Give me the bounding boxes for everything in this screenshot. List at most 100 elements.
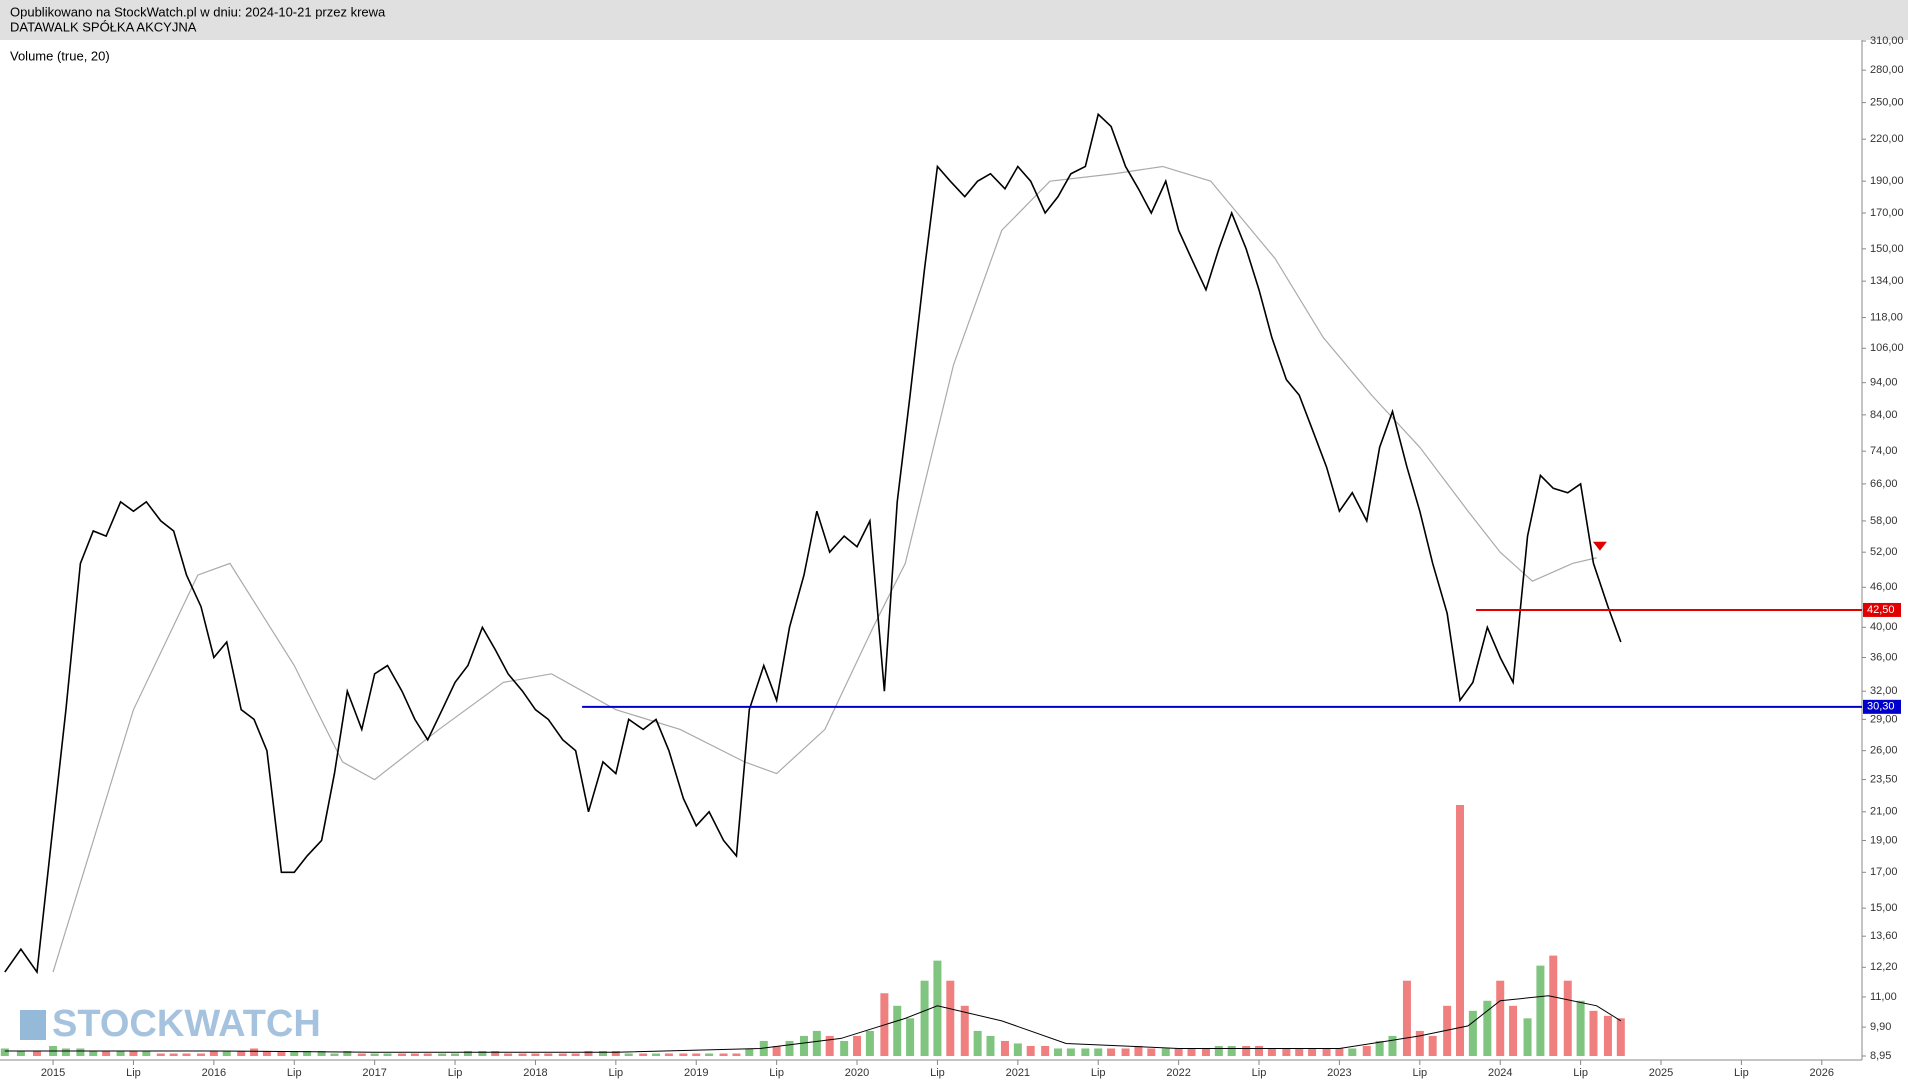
volume-bar xyxy=(478,1050,487,1056)
volume-bar xyxy=(719,1053,728,1056)
volume-bar xyxy=(1523,1018,1532,1056)
volume-bar xyxy=(1000,1040,1009,1056)
volume-bar xyxy=(156,1053,165,1056)
volume-bar xyxy=(76,1048,85,1056)
volume-bar xyxy=(732,1053,741,1056)
volume-bar xyxy=(920,980,929,1056)
y-tick-label: 118,00 xyxy=(1870,311,1903,323)
volume-bar xyxy=(1201,1048,1210,1056)
volume-bar xyxy=(317,1050,326,1056)
y-tick-label: 74,00 xyxy=(1870,445,1898,457)
x-tick-label: Lip xyxy=(930,1067,945,1079)
volume-bar xyxy=(196,1053,205,1056)
y-tick-label: 8,95 xyxy=(1870,1050,1891,1062)
volume-bar xyxy=(1161,1048,1170,1056)
volume-bar xyxy=(518,1053,527,1056)
y-tick-label: 19,00 xyxy=(1870,834,1898,846)
volume-bar xyxy=(370,1053,379,1056)
volume-bar xyxy=(1375,1040,1384,1056)
volume-bar xyxy=(102,1050,111,1056)
volume-bar xyxy=(1267,1048,1276,1056)
volume-bar xyxy=(262,1050,271,1056)
x-tick-label: Lip xyxy=(1091,1067,1106,1079)
x-tick-label: Lip xyxy=(126,1067,141,1079)
y-tick-label: 15,00 xyxy=(1870,902,1898,914)
x-tick-label: 2021 xyxy=(1006,1067,1030,1079)
volume-bar xyxy=(799,1035,808,1056)
volume-bar xyxy=(772,1045,781,1056)
x-tick-label: Lip xyxy=(448,1067,463,1079)
y-tick-label: 46,00 xyxy=(1870,581,1898,593)
y-tick-label: 250,00 xyxy=(1870,96,1904,108)
y-tick-label: 150,00 xyxy=(1870,243,1904,255)
x-tick-label: Lip xyxy=(608,1067,623,1079)
volume-bar xyxy=(89,1050,98,1056)
watermark: STOCKWATCH xyxy=(52,1003,321,1045)
x-tick-label: Lip xyxy=(1252,1067,1267,1079)
volume-bar xyxy=(745,1048,754,1056)
volume-bar xyxy=(1415,1030,1424,1056)
volume-bar xyxy=(624,1053,633,1056)
x-tick-label: 2019 xyxy=(684,1067,708,1079)
volume-bar xyxy=(652,1053,661,1056)
volume-bar xyxy=(1616,1018,1625,1056)
x-tick-label: 2026 xyxy=(1810,1067,1834,1079)
volume-bar xyxy=(397,1053,406,1056)
volume-bar xyxy=(1121,1048,1130,1056)
volume-bar xyxy=(1348,1048,1357,1056)
y-tick-label: 94,00 xyxy=(1870,377,1898,389)
level-label: 30,30 xyxy=(1867,701,1895,713)
x-tick-label: 2015 xyxy=(41,1067,65,1079)
volume-bar xyxy=(1563,980,1572,1056)
x-tick-label: Lip xyxy=(1573,1067,1588,1079)
y-tick-label: 310,00 xyxy=(1870,35,1904,47)
level-label: 42,50 xyxy=(1867,604,1895,616)
volume-bar xyxy=(222,1050,231,1056)
volume-bar xyxy=(611,1050,620,1056)
volume-bar xyxy=(1536,965,1545,1056)
volume-bar xyxy=(250,1048,259,1056)
volume-bar xyxy=(1388,1035,1397,1056)
volume-bar xyxy=(1308,1048,1317,1056)
volume-bar xyxy=(1496,980,1505,1056)
volume-bar xyxy=(504,1053,513,1056)
volume-bar xyxy=(423,1053,432,1056)
volume-bar xyxy=(1468,1010,1477,1056)
price-line xyxy=(4,112,1622,975)
volume-ma-line xyxy=(4,995,1622,1053)
volume-bar xyxy=(679,1053,688,1056)
volume-bar xyxy=(277,1050,286,1056)
volume-bar xyxy=(290,1050,299,1056)
volume-bar xyxy=(1509,1005,1518,1056)
volume-bar xyxy=(0,1048,9,1056)
volume-bar xyxy=(1483,1000,1492,1056)
volume-bar xyxy=(1295,1048,1304,1056)
x-tick-label: 2017 xyxy=(362,1067,386,1079)
volume-bar xyxy=(692,1053,701,1056)
volume-bar xyxy=(893,1005,902,1056)
volume-bar xyxy=(946,980,955,1056)
volume-bar xyxy=(1227,1045,1236,1056)
volume-bar xyxy=(785,1040,794,1056)
watermark-icon xyxy=(20,1010,46,1040)
volume-bar xyxy=(438,1053,447,1056)
volume-bar xyxy=(853,1035,862,1056)
volume-bar xyxy=(383,1053,392,1056)
y-tick-label: 9,90 xyxy=(1870,1021,1891,1033)
volume-bar xyxy=(182,1053,191,1056)
volume-bar xyxy=(544,1053,553,1056)
volume-bar xyxy=(330,1053,339,1056)
volume-bar xyxy=(1549,955,1558,1056)
x-tick-label: 2024 xyxy=(1488,1067,1512,1079)
volume-bar xyxy=(1147,1048,1156,1056)
x-tick-label: 2023 xyxy=(1327,1067,1351,1079)
volume-bar xyxy=(1443,1005,1452,1056)
y-tick-label: 84,00 xyxy=(1870,409,1898,421)
y-tick-label: 40,00 xyxy=(1870,621,1898,633)
volume-bar xyxy=(1187,1048,1196,1056)
y-tick-label: 13,60 xyxy=(1870,930,1898,942)
volume-bar xyxy=(973,1030,982,1056)
volume-bar xyxy=(1428,1035,1437,1056)
volume-bar xyxy=(451,1053,460,1056)
volume-bar xyxy=(1362,1045,1371,1056)
